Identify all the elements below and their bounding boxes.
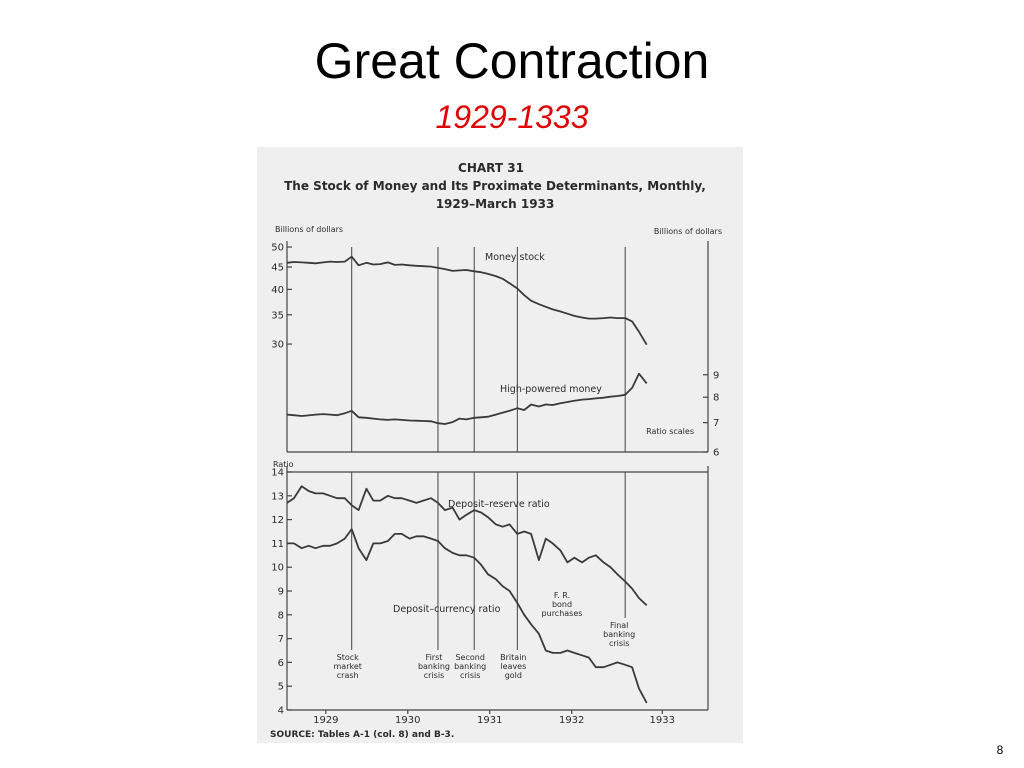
event-label: Britain xyxy=(500,653,526,662)
series-line xyxy=(286,485,648,606)
y-tick-label: 12 xyxy=(271,515,284,526)
event-label: crisis xyxy=(609,639,629,648)
scale-note: Ratio scales xyxy=(646,427,694,436)
x-tick-label: 1930 xyxy=(395,715,420,726)
slide-title: Great Contraction xyxy=(315,33,710,89)
chart-subtitle: 1929–March 1933 xyxy=(436,197,555,211)
y-tick-label: 13 xyxy=(271,491,284,502)
event-label: crash xyxy=(337,671,359,680)
event-label: First xyxy=(426,653,443,662)
y2-tick-label: 6 xyxy=(713,448,719,459)
annotation: purchases xyxy=(542,609,583,618)
event-label: gold xyxy=(505,671,522,680)
series-label: Deposit–currency ratio xyxy=(393,604,501,615)
event-label: Second xyxy=(455,653,484,662)
scan-background xyxy=(257,147,743,743)
slide-subtitle: 1929-1333 xyxy=(435,99,588,135)
event-label: banking xyxy=(418,662,450,671)
series-line xyxy=(286,255,648,346)
series-label: Deposit–reserve ratio xyxy=(448,499,550,510)
y-tick-label: 35 xyxy=(271,310,284,321)
event-label: Stock xyxy=(337,653,360,662)
chart-subtitle: The Stock of Money and Its Proximate Det… xyxy=(284,179,706,193)
y-tick-label: 7 xyxy=(278,634,284,645)
series-line xyxy=(287,528,648,704)
event-label: crisis xyxy=(460,671,480,680)
annotation: bond xyxy=(552,600,572,609)
y-axis-label: Ratio xyxy=(273,460,294,469)
y-tick-label: 30 xyxy=(271,340,284,351)
chart-title: CHART 31 xyxy=(458,161,524,175)
series-label: Money stock xyxy=(485,252,545,263)
y-tick-label: 5 xyxy=(278,682,284,693)
x-tick-label: 1933 xyxy=(650,715,675,726)
series-line xyxy=(286,372,648,425)
y2-tick-label: 8 xyxy=(713,393,719,404)
y-tick-label: 50 xyxy=(271,243,284,254)
chart-scan: CHART 31 The Stock of Money and Its Prox… xyxy=(270,161,722,740)
x-tick-label: 1929 xyxy=(313,715,338,726)
y-tick-label: 4 xyxy=(278,706,284,717)
x-tick-label: 1932 xyxy=(559,715,584,726)
x-tick-label: 1931 xyxy=(477,715,502,726)
y2-tick-label: 9 xyxy=(713,370,719,381)
event-label: leaves xyxy=(500,662,526,671)
y-tick-label: 40 xyxy=(271,285,284,296)
y-tick-label: 45 xyxy=(271,263,284,274)
y-tick-label: 8 xyxy=(278,610,284,621)
series-label: High-powered money xyxy=(500,384,602,395)
event-label: banking xyxy=(454,662,486,671)
y-tick-label: 11 xyxy=(271,539,284,550)
y2-tick-label: 7 xyxy=(713,418,719,429)
y-tick-label: 14 xyxy=(271,468,284,479)
y-tick-label: 10 xyxy=(271,563,284,574)
event-label: crisis xyxy=(424,671,444,680)
event-label: banking xyxy=(603,630,635,639)
source-note: SOURCE: Tables A-1 (col. 8) and B-3. xyxy=(270,730,454,740)
annotation: F. R. xyxy=(554,591,570,600)
y-tick-label: 6 xyxy=(278,658,284,669)
y2-axis-label: Billions of dollars xyxy=(654,227,722,236)
y-tick-label: 9 xyxy=(278,587,284,598)
event-label: Final xyxy=(610,621,628,630)
y-axis-label: Billions of dollars xyxy=(275,225,343,234)
page-number: 8 xyxy=(997,743,1004,757)
event-label: market xyxy=(334,662,362,671)
